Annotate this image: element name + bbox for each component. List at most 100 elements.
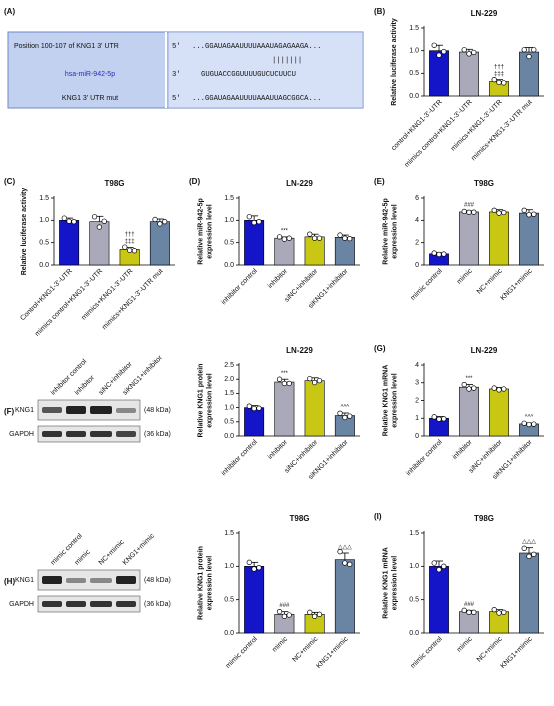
x-tick-label: mimic [456,635,474,653]
data-point [501,209,507,216]
data-point [162,219,168,225]
bar [149,221,170,266]
y-tick-label: 6 [415,195,419,202]
size-label: (36 kDa) [144,601,171,608]
data-point [286,612,292,618]
x-tick-label: inhibitor control [220,438,259,477]
data-point [246,403,252,409]
bar [304,380,325,437]
data-point [431,42,437,48]
data-point [316,611,323,617]
data-point [316,235,323,241]
chart-title: LN-229 [286,346,313,355]
data-point [281,236,288,242]
y-tick-label: 1.5 [224,195,234,202]
data-point [491,77,497,83]
band [116,431,136,437]
row-seq: ...GGAUAGAAUUUUAAAUUAGCGGCA... [192,95,321,103]
bar [274,237,295,266]
lane-label: inhibitor [74,374,97,397]
data-point [521,207,527,213]
data-point [526,553,532,559]
data-point [276,376,283,382]
data-point [471,49,477,56]
blot-h: (H) mimic control mimic NC+mimic KNG1+mi… [4,532,171,613]
data-point [436,567,442,573]
data-point [526,53,532,60]
data-point [337,549,343,555]
lane-label: KNG1+mimic [122,532,157,567]
blot-strip [37,425,141,443]
x-tick-label: mimics+KNG1-3'-UTR [80,268,134,322]
y-axis-label: expression level [391,556,398,611]
data-point [276,609,283,615]
data-point [91,214,98,220]
data-point [521,47,527,53]
lane-label: mimic [74,548,92,566]
data-point [281,380,288,387]
data-point [501,386,507,392]
panel-a: (A) Position 100-107 of KNG1 3' UTR 5' .… [4,7,364,109]
band [66,601,86,607]
band [66,406,86,414]
data-point [441,48,447,55]
x-tick-label: inhibitor [267,267,290,290]
y-tick-label: 2 [415,397,419,404]
y-tick-label: 1.0 [224,563,234,570]
x-tick-label: KNG1+mimic [499,267,534,302]
data-point [431,414,437,420]
data-point [491,385,497,391]
data-point [342,235,348,241]
bar [334,559,355,634]
y-tick-label: 0.5 [224,240,234,247]
y-tick-label: 0 [415,433,419,440]
x-tick-label: mimic control [225,635,259,669]
blot-strip [37,569,141,591]
bar [459,51,479,97]
significance: *** [281,371,289,377]
y-tick-label: 1 [415,415,419,422]
bar [489,211,509,266]
band [42,431,62,437]
x-tick-label: NC+mimic [291,635,319,663]
significance: ††† [494,64,504,70]
bar [489,388,509,437]
row-end: 5' [172,43,181,51]
panel-label: (H) [4,577,15,586]
data-point [491,207,497,213]
data-point [281,613,288,619]
data-point [311,235,318,241]
data-point [501,609,507,615]
y-tick-label: 4 [415,362,419,369]
data-point [131,248,138,254]
band [116,408,136,413]
data-point [307,609,313,615]
y-tick-label: 0.5 [224,419,234,426]
data-point [521,545,527,551]
data-point [347,235,353,242]
y-axis-label: Relative KNG1 protein [197,364,204,438]
y-axis-label: expression level [206,204,213,259]
significance: △△△ [522,539,536,545]
data-point [126,247,133,253]
data-point [311,379,318,386]
data-point [256,219,262,225]
row-label: GAPDH [9,601,34,608]
y-tick-label: 0.0 [39,262,49,269]
data-point [461,381,467,388]
significance: ^^^ [341,405,350,411]
data-point [256,565,262,571]
y-axis-label: expression level [206,556,213,611]
data-point [466,51,472,57]
y-tick-label: 0.0 [224,630,234,637]
data-point [251,405,257,412]
y-tick-label: 0.0 [224,433,234,440]
bar [244,566,265,634]
bar [274,381,295,437]
band [42,601,62,607]
significance: ‡‡‡ [125,239,135,245]
bar [459,211,479,266]
data-point [342,414,348,421]
chart-title: T98G [104,179,124,188]
chart-title: T98G [289,514,309,523]
